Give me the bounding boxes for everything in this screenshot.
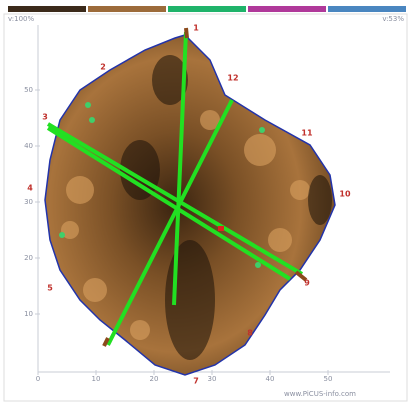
x-tick-label: 20	[150, 375, 159, 383]
velocity-max: v:100%	[8, 15, 34, 23]
y-tick-label: 20	[24, 254, 33, 262]
velocity-min: v:53%	[382, 15, 404, 23]
x-tick-label: 50	[324, 375, 333, 383]
frame	[3, 13, 408, 402]
x-tick-label: 30	[208, 375, 217, 383]
sensor-label: 2	[100, 63, 106, 72]
sensor-label: 12	[227, 74, 238, 83]
sensor-label: 1	[193, 24, 199, 33]
sensor-label: 5	[47, 284, 53, 293]
sensor-label: 4	[27, 184, 33, 193]
x-tick-label: 10	[92, 375, 101, 383]
y-tick-label: 30	[24, 198, 33, 206]
sensor-label: 7	[193, 377, 199, 386]
footer-url: www.PiCUS-info.com	[284, 390, 356, 398]
sensor-label: 9	[304, 279, 310, 288]
y-tick-label: 40	[24, 142, 33, 150]
fracture-lines	[46, 31, 304, 346]
sensor-pins	[102, 27, 308, 347]
sensor-label: 10	[339, 190, 351, 199]
y-tick-label: 10	[24, 310, 33, 318]
x-tick-label: 0	[36, 375, 40, 383]
color-scale	[8, 6, 406, 12]
y-tick-label: 50	[24, 86, 33, 94]
sensor-label: 3	[42, 113, 48, 122]
marker	[218, 226, 224, 231]
sensor-label: 8	[247, 329, 253, 338]
x-tick-label: 40	[266, 375, 275, 383]
sensor-label: 11	[301, 129, 313, 138]
